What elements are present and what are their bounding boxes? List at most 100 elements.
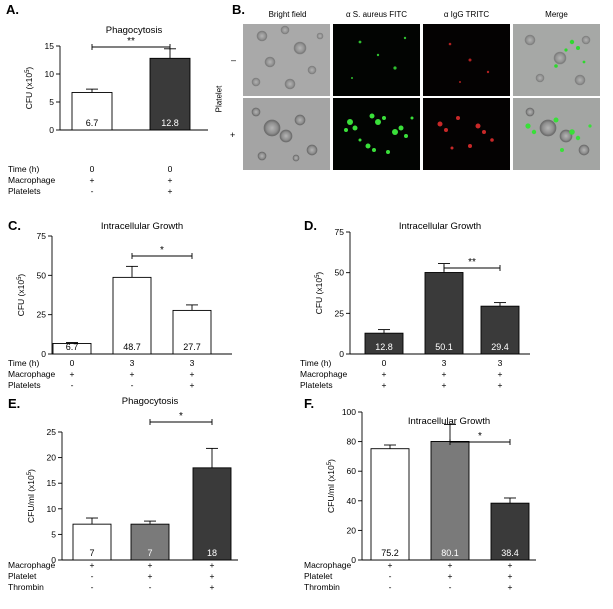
significance-label: **: [468, 257, 476, 268]
condition-mark: +: [148, 571, 153, 581]
column-header-tritc: α IgG TRITC: [443, 10, 490, 19]
condition-label: Macrophage: [8, 369, 56, 379]
condition-label: Macrophage: [304, 560, 352, 570]
condition-mark: -: [449, 582, 452, 592]
bar-value-label: 6.7: [66, 342, 79, 352]
condition-mark: +: [210, 582, 215, 592]
bar-value-label: 12.8: [375, 342, 393, 352]
condition-mark: -: [149, 582, 152, 592]
bar: [490, 502, 530, 561]
y-tick-label: 10: [47, 504, 57, 514]
y-tick-label: 0: [339, 349, 344, 359]
y-tick-label: 80: [347, 437, 357, 447]
chart-title: Intracellular Growth: [101, 221, 183, 232]
condition-mark: +: [498, 380, 503, 390]
condition-mark: +: [442, 380, 447, 390]
y-tick-label: 50: [335, 268, 345, 278]
condition-mark: -: [91, 186, 94, 196]
condition-mark: +: [498, 369, 503, 379]
column-header-fitc: α S. aureus FITC: [345, 10, 408, 19]
panel-letter-f: F.: [304, 396, 315, 411]
y-axis-label: CFU/ml (x105): [26, 469, 36, 523]
chart-title: Intracellular Growth: [399, 221, 481, 232]
condition-mark: 3: [130, 358, 135, 368]
condition-mark: +: [448, 571, 453, 581]
image-tritc-minus: [423, 24, 510, 96]
chart-title: Phagocytosis: [106, 25, 163, 36]
bar: [112, 276, 152, 355]
condition-mark: +: [388, 560, 393, 570]
bar-value-label: 18: [207, 548, 217, 558]
bar-value-label: 6.7: [86, 118, 99, 128]
condition-mark: +: [130, 369, 135, 379]
y-axis-label: CFU (x105): [16, 274, 26, 317]
condition-mark: +: [190, 380, 195, 390]
y-axis-label: CFU (x105): [24, 67, 34, 110]
condition-mark: 3: [498, 358, 503, 368]
bar-value-label: 38.4: [501, 548, 519, 558]
bar: [370, 448, 410, 561]
y-tick-label: 0: [351, 555, 356, 565]
chart-title: Phagocytosis: [122, 396, 179, 407]
condition-label: Platelets: [8, 186, 41, 196]
condition-mark: 0: [70, 358, 75, 368]
y-tick-label: 20: [47, 453, 57, 463]
y-tick-label: 25: [47, 427, 57, 437]
y-tick-label: 5: [49, 97, 54, 107]
bar-value-label: 27.7: [183, 342, 201, 352]
y-tick-label: 75: [335, 227, 345, 237]
condition-mark: 0: [168, 164, 173, 174]
y-tick-label: 25: [335, 308, 345, 318]
condition-label: Thrombin: [8, 582, 44, 592]
column-header-merge: Merge: [545, 10, 568, 19]
y-tick-label: 60: [347, 466, 357, 476]
y-tick-label: 50: [37, 270, 47, 280]
y-tick-label: 20: [347, 525, 357, 535]
y-tick-label: 100: [342, 407, 356, 417]
y-axis-label: CFU (x105): [314, 272, 324, 315]
condition-mark: -: [389, 571, 392, 581]
condition-mark: 3: [190, 358, 195, 368]
bar-value-label: 7: [89, 548, 94, 558]
bar-value-label: 75.2: [381, 548, 399, 558]
condition-mark: -: [71, 380, 74, 390]
condition-label: Platelets: [8, 380, 41, 390]
panel-letter-d: D.: [304, 218, 317, 233]
condition-label: Thrombin: [304, 582, 340, 592]
condition-mark: +: [448, 560, 453, 570]
bar: [172, 309, 212, 355]
condition-label: Time (h): [300, 358, 331, 368]
bar-value-label: 7: [147, 548, 152, 558]
bar: [130, 523, 170, 561]
bar-value-label: 29.4: [491, 342, 509, 352]
condition-label: Macrophage: [300, 369, 348, 379]
condition-mark: +: [210, 571, 215, 581]
significance-label: *: [179, 411, 183, 422]
condition-mark: +: [508, 571, 513, 581]
bar: [192, 467, 232, 561]
bar: [424, 272, 464, 355]
y-tick-label: 75: [37, 231, 47, 241]
condition-label: Macrophage: [8, 175, 56, 185]
condition-label: Macrophage: [8, 560, 56, 570]
condition-mark: +: [190, 369, 195, 379]
y-tick-label: 15: [47, 478, 57, 488]
condition-mark: +: [168, 186, 173, 196]
condition-mark: +: [90, 175, 95, 185]
condition-mark: -: [389, 582, 392, 592]
bar: [430, 441, 470, 561]
y-axis-label: CFU/ml (x105): [326, 459, 336, 513]
condition-label: Time (h): [8, 358, 39, 368]
significance-label: **: [127, 36, 135, 47]
condition-mark: +: [148, 560, 153, 570]
condition-mark: +: [70, 369, 75, 379]
condition-mark: 3: [442, 358, 447, 368]
condition-mark: +: [210, 560, 215, 570]
condition-mark: +: [442, 369, 447, 379]
